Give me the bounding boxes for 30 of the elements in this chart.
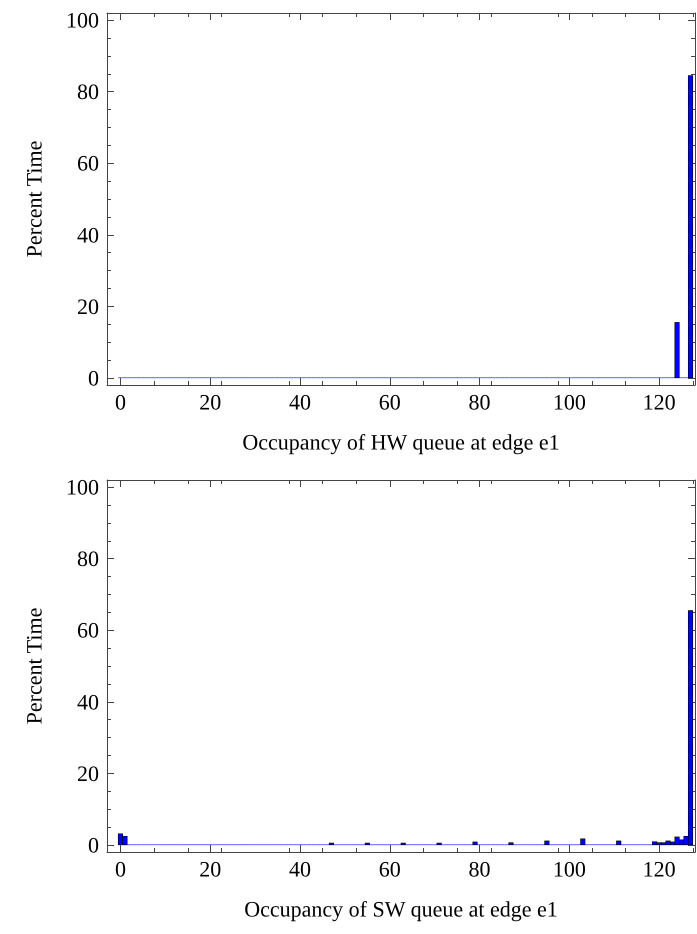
x-tick-label: 40: [289, 390, 312, 414]
x-tick-label: 100: [552, 390, 586, 414]
x-tick-label: 0: [114, 390, 126, 414]
x-tick-label: 60: [378, 856, 401, 882]
x-axis-title: Occupancy of HW queue at edge e1: [242, 430, 560, 454]
y-tick-label: 80: [77, 79, 99, 104]
x-tick-label: 80: [468, 856, 491, 882]
y-tick-label: 20: [77, 294, 99, 319]
x-tick-label: 40: [289, 856, 312, 882]
y-axis-title: Percent Time: [22, 140, 46, 258]
x-tick-label: 120: [642, 390, 676, 414]
y-axis-title: Percent Time: [22, 608, 46, 724]
y-tick-label: 40: [77, 222, 99, 248]
x-tick-label: 20: [199, 856, 222, 882]
y-tick-label: 40: [77, 689, 99, 714]
x-axis-title: Occupancy of SW queue at edge e1: [244, 896, 558, 922]
y-tick-label: 100: [66, 474, 99, 500]
x-tick-label: 80: [468, 390, 491, 414]
y-tick-label: 0: [88, 365, 99, 390]
y-tick-label: 80: [77, 546, 99, 572]
y-tick-label: 60: [77, 618, 99, 643]
x-tick-label: 100: [552, 856, 586, 882]
x-tick-label: 60: [378, 390, 401, 414]
y-tick-label: 20: [77, 760, 99, 786]
y-tick-label: 100: [66, 8, 99, 33]
x-tick-label: 0: [114, 856, 126, 882]
y-tick-label: 0: [88, 832, 99, 858]
x-tick-label: 20: [199, 390, 222, 414]
x-tick-label: 120: [642, 856, 676, 882]
y-tick-label: 60: [77, 150, 99, 176]
